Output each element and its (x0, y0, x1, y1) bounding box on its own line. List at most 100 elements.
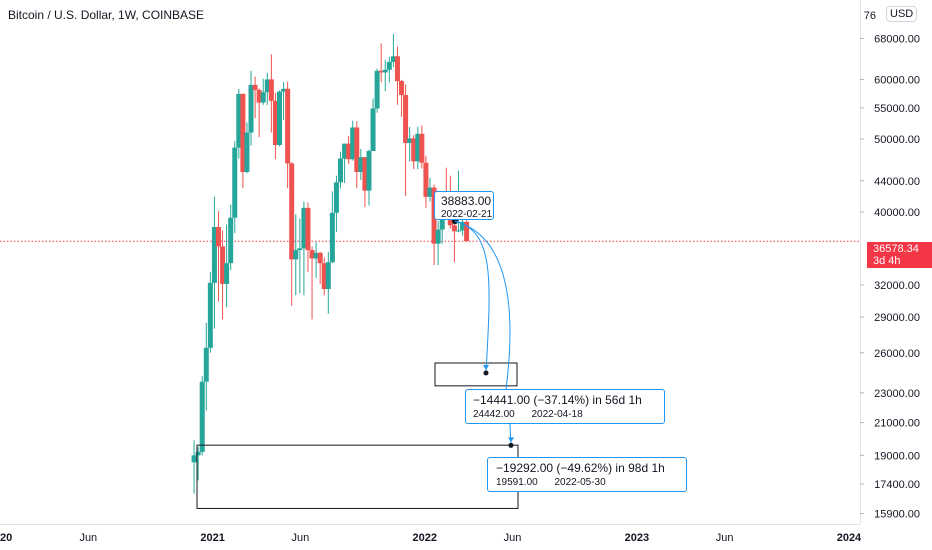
candle-body (455, 230, 461, 232)
bar-countdown: 3d 4h (873, 255, 901, 267)
price-tick-label: 23000.00 (874, 388, 920, 400)
target-1-curve (454, 220, 490, 374)
candle-body (207, 282, 213, 348)
target-2-change: −19292.00 (−49.62%) in 98d 1h (496, 461, 665, 475)
chart-title: Bitcoin / U.S. Dollar, 1W, COINBASE (8, 8, 205, 22)
candle-body (289, 163, 295, 260)
target-1-change: −14441.00 (−37.14%) in 56d 1h (473, 393, 642, 407)
candle-body (232, 147, 238, 218)
target-2-callout[interactable]: −19292.00 (−49.62%) in 98d 1h 19591.00 2… (487, 457, 687, 492)
candle-body (403, 95, 409, 143)
target-2-curve-lower (509, 423, 512, 446)
candle-body (305, 207, 311, 251)
candle-body (382, 69, 388, 73)
time-tick-label: 2021 (200, 532, 224, 544)
target-2-price: 19591.00 (496, 477, 538, 488)
current-price-label: 36578.34 3d 4h (867, 242, 932, 268)
target-1-details: 24442.00 2022-04-18 (473, 409, 664, 420)
candle-body (203, 347, 209, 382)
start-point-price: 38883.00 (441, 194, 492, 208)
price-tick-label: 29000.00 (874, 312, 920, 324)
candle-body (378, 70, 384, 73)
candle-body (329, 212, 335, 263)
price-tick-label-partial: 76 (864, 10, 876, 22)
target-2-curve-upper (454, 220, 511, 390)
candle-body (301, 207, 307, 249)
candle-body (407, 138, 413, 143)
candle-body (435, 229, 441, 244)
price-tick-label: 50000.00 (874, 134, 920, 146)
candle-body (211, 227, 217, 283)
candle-body (423, 162, 429, 197)
price-tick-label: 21000.00 (874, 418, 920, 430)
target-2-details: 19591.00 2022-05-30 (496, 477, 686, 488)
candle-body (264, 79, 270, 93)
time-tick-label: 2022 (413, 532, 437, 544)
candle-body (394, 56, 400, 82)
candle-body (268, 79, 274, 101)
candle-body (321, 263, 327, 290)
price-tick-label: 68000.00 (874, 34, 920, 46)
candle-body (252, 84, 258, 90)
candle-body (451, 225, 457, 232)
price-tick-label: 44000.00 (874, 176, 920, 188)
candle-body (293, 250, 299, 260)
candle-body (272, 100, 278, 145)
candle-body (313, 252, 319, 259)
candle-body (338, 158, 344, 183)
candle-body (281, 88, 287, 92)
candle-body (236, 93, 242, 148)
candle-body (354, 127, 360, 173)
target-1-zone (434, 362, 518, 387)
candle-body (333, 182, 339, 213)
candle-body (256, 89, 262, 103)
price-tick-label: 17400.00 (874, 479, 920, 491)
candle-body (309, 250, 315, 259)
target-1-marker (483, 370, 489, 376)
price-tick-label: 26000.00 (874, 348, 920, 360)
candle-body (297, 248, 303, 251)
candle-body (419, 133, 425, 163)
start-point-callout[interactable]: 38883.00 2022-02-21 (434, 191, 494, 220)
candle-body (199, 381, 205, 452)
price-tick-label: 15900.00 (874, 509, 920, 521)
candle-body (277, 91, 282, 145)
candle-body (244, 132, 250, 173)
candle-body (228, 217, 234, 264)
candle-body (390, 56, 396, 62)
candle-body (386, 61, 392, 70)
time-tick-label: Jun (716, 532, 734, 544)
target-1-arrowhead (483, 364, 489, 370)
currency-button[interactable]: USD (886, 6, 918, 22)
time-tick-label: Jun (79, 532, 97, 544)
candle-body (370, 108, 376, 152)
candle-body (346, 143, 352, 160)
current-price-value: 36578.34 (873, 243, 919, 255)
price-tick-label: 32000.00 (874, 280, 920, 292)
time-tick-label: Jun (292, 532, 310, 544)
candle-body (399, 81, 405, 96)
target-1-date: 2022-04-18 (531, 409, 583, 420)
candle-body (191, 455, 197, 463)
candle-body (460, 221, 466, 231)
target-1-callout[interactable]: −14441.00 (−37.14%) in 56d 1h 24442.00 2… (465, 389, 665, 424)
candle-body (366, 151, 372, 191)
price-tick-label: 40000.00 (874, 207, 920, 219)
candle-body (248, 84, 254, 133)
candle-body (415, 133, 421, 162)
price-tick-label: 19000.00 (874, 450, 920, 462)
candle-body (220, 246, 226, 284)
candle-body (362, 157, 368, 191)
candle-body (350, 127, 356, 160)
target-2-zone (196, 444, 519, 509)
target-2-arrowhead (508, 437, 514, 443)
price-tick-label: 60000.00 (874, 74, 920, 86)
candle-body (260, 92, 266, 103)
candle-body (317, 252, 323, 264)
candle-body (427, 187, 433, 197)
candle-body (342, 143, 348, 159)
time-tick-label: 2020 (0, 532, 12, 544)
price-tick-label: 55000.00 (874, 103, 920, 115)
candle-body (215, 227, 221, 247)
